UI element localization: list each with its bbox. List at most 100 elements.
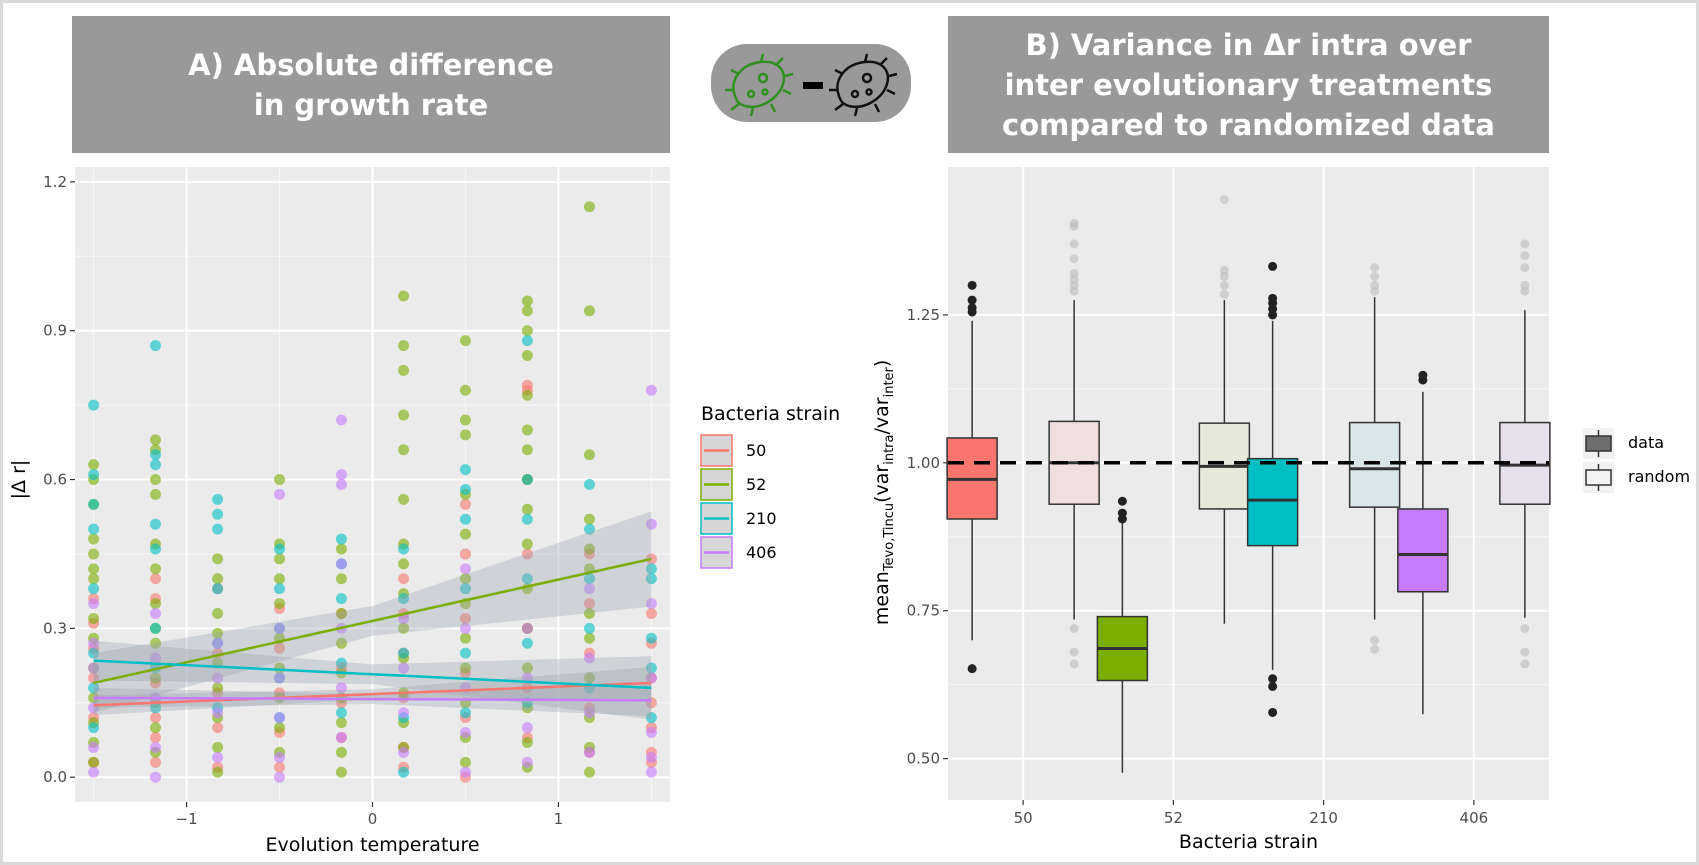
data-point-strain-210	[521, 637, 533, 649]
data-point-strain-50	[150, 756, 162, 768]
box-outlier	[1219, 280, 1229, 290]
box-body	[1397, 508, 1449, 593]
data-point-strain-52	[88, 548, 100, 560]
box-outlier	[1069, 659, 1079, 669]
data-point-strain-210	[645, 573, 657, 585]
data-point-strain-406	[150, 652, 162, 664]
data-point-strain-50	[88, 672, 100, 684]
data-point-strain-52	[88, 533, 100, 545]
data-point-strain-52	[398, 558, 410, 570]
data-point-strain-52	[398, 364, 410, 376]
data-point-strain-52	[459, 662, 471, 674]
fit-line-strain-210	[93, 659, 652, 690]
data-point-strain-50	[150, 732, 162, 744]
box-outlier	[1370, 644, 1380, 654]
data-point-strain-210	[335, 593, 347, 605]
data-point-strain-406	[274, 622, 286, 634]
data-point-strain-210	[583, 622, 595, 634]
data-point-strain-50	[459, 498, 471, 510]
box-outlier	[1069, 647, 1079, 657]
panel-a-title: A) Absolute difference in growth rate	[188, 47, 554, 122]
box-outlier	[967, 280, 977, 290]
data-point-strain-210	[521, 474, 533, 486]
data-point-strain-406	[398, 662, 410, 674]
data-point-strain-406	[335, 479, 347, 490]
data-point-strain-50	[274, 642, 286, 654]
data-point-strain-52	[274, 598, 286, 610]
data-point-strain-52	[583, 672, 595, 684]
data-point-strain-210	[398, 543, 410, 555]
data-point-strain-210	[645, 712, 657, 724]
data-point-strain-52	[150, 672, 162, 684]
data-point-strain-406	[459, 622, 471, 634]
data-point-strain-210	[398, 593, 410, 605]
data-point-strain-406	[645, 751, 657, 763]
data-point-strain-52	[88, 612, 100, 624]
box-outlier	[1370, 635, 1380, 645]
data-point-strain-52	[398, 409, 410, 421]
box-outlier	[967, 303, 977, 313]
data-point-strain-52	[459, 384, 471, 396]
data-point-strain-52	[583, 607, 595, 619]
panel-a-y-tick-label: 0.0	[43, 768, 67, 786]
data-point-strain-52	[459, 528, 471, 540]
data-point-strain-406	[459, 727, 471, 739]
box-406-data	[1397, 370, 1449, 715]
data-point-strain-52	[212, 627, 224, 639]
y-axis-title-part: var	[871, 465, 893, 496]
data-point-strain-52	[88, 459, 100, 471]
box-outlier	[1069, 254, 1079, 264]
box-52-data	[1096, 496, 1149, 773]
panel-b-y-tick-label: 1.00	[907, 454, 940, 472]
data-point-strain-406	[645, 727, 657, 739]
box-outlier	[1268, 681, 1278, 691]
panel-b-y-tick-label: 0.50	[907, 750, 940, 768]
data-point-strain-52	[150, 598, 162, 610]
bacteria-icons	[725, 53, 898, 117]
fit-line-strain-52	[93, 557, 652, 685]
legend-key-box	[1585, 469, 1612, 486]
data-point-strain-52	[212, 741, 224, 753]
data-point-strain-406	[459, 563, 471, 575]
data-point-strain-406	[583, 583, 595, 595]
data-point-strain-210	[521, 513, 533, 525]
box-outlier	[1069, 623, 1079, 633]
box-outlier	[1418, 370, 1428, 380]
data-point-strain-52	[335, 607, 347, 619]
data-point-strain-52	[459, 632, 471, 644]
data-point-strain-210	[150, 543, 162, 555]
panel-a-x-tick-label: 1	[554, 810, 564, 828]
data-point-strain-52	[459, 429, 471, 441]
legend-label-strain-52: 52	[746, 475, 766, 494]
data-point-strain-50	[212, 722, 224, 734]
legend-key-box	[1585, 435, 1612, 452]
box-outlier	[1219, 266, 1229, 276]
panel-a-x-tick-label: 0	[368, 810, 378, 828]
data-point-strain-52	[150, 488, 162, 500]
panel-a-y-tick-label: 0.9	[43, 322, 67, 340]
data-point-strain-210	[583, 479, 595, 490]
panel-a-x-axis-title: Evolution temperature	[265, 834, 479, 856]
data-point-strain-52	[88, 756, 100, 768]
data-point-strain-52	[521, 295, 533, 307]
data-point-strain-406	[274, 751, 286, 763]
data-point-strain-52	[583, 766, 595, 778]
data-point-strain-52	[521, 662, 533, 674]
data-point-strain-52	[274, 722, 286, 734]
data-point-strain-210	[212, 523, 224, 535]
data-point-strain-210	[150, 518, 162, 530]
data-point-strain-210	[88, 682, 100, 694]
confidence-band-strain-52	[93, 511, 652, 713]
data-point-strain-52	[150, 474, 162, 486]
data-point-strain-52	[459, 335, 471, 347]
data-point-strain-210	[150, 459, 162, 471]
data-point-strain-52	[88, 573, 100, 585]
y-axis-title-part: intra	[882, 434, 897, 464]
data-point-strain-50	[459, 548, 471, 560]
box-52-random	[1198, 195, 1251, 624]
data-point-strain-52	[150, 563, 162, 575]
box-outlier	[1520, 251, 1530, 261]
data-point-strain-406	[335, 469, 347, 481]
